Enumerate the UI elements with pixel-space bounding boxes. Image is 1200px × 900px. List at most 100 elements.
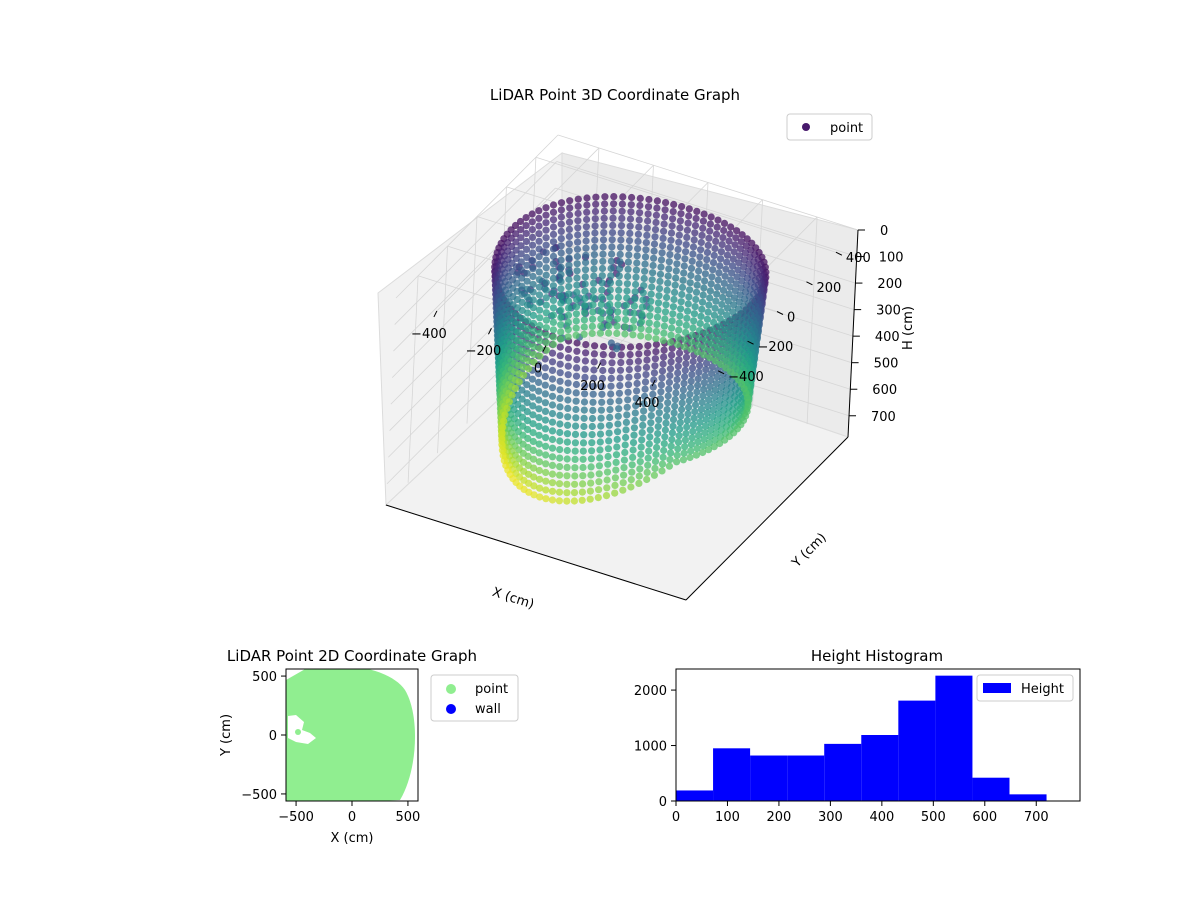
lidar-point bbox=[548, 392, 557, 400]
lidar-point bbox=[715, 329, 723, 337]
lidar-point bbox=[528, 226, 537, 234]
lidar-point bbox=[662, 419, 670, 427]
lidar-point bbox=[574, 224, 582, 232]
lidar-point bbox=[643, 231, 651, 239]
lidar-point bbox=[698, 298, 707, 306]
lidar-point bbox=[624, 258, 633, 266]
lidar-point bbox=[643, 468, 651, 476]
lidar-point bbox=[563, 489, 571, 497]
lidar-point bbox=[625, 244, 633, 252]
lidar-point bbox=[516, 217, 525, 226]
lidar-point bbox=[525, 365, 533, 373]
lidar-point bbox=[696, 418, 704, 426]
lidar-point bbox=[628, 461, 636, 469]
lidar-point bbox=[629, 324, 637, 332]
lidar-point bbox=[555, 497, 564, 505]
lidar-point bbox=[563, 455, 571, 463]
lidar-point bbox=[557, 220, 565, 228]
lidar-point bbox=[541, 407, 550, 415]
lidar-point bbox=[564, 371, 572, 379]
lidar-point bbox=[629, 453, 637, 461]
histogram-bar bbox=[713, 748, 751, 801]
lidar-point bbox=[549, 318, 558, 326]
lidar-point bbox=[678, 203, 686, 211]
lidar-point bbox=[736, 245, 745, 253]
lidar-point bbox=[549, 326, 558, 334]
z-axis-line bbox=[847, 229, 859, 438]
lidar-point bbox=[589, 286, 598, 295]
lidar-point bbox=[739, 270, 747, 278]
lidar-point bbox=[548, 375, 557, 383]
lidar-point bbox=[655, 285, 664, 293]
lidar-point bbox=[549, 340, 558, 349]
lidar-point bbox=[542, 495, 550, 503]
lidar-point bbox=[632, 266, 641, 274]
lidar-point bbox=[624, 388, 632, 396]
lidar-point bbox=[653, 443, 661, 452]
x-tick-mark-3d bbox=[597, 362, 601, 369]
lidar-point bbox=[565, 283, 573, 291]
lidar-point bbox=[573, 281, 581, 289]
lidar-point bbox=[529, 288, 537, 296]
lidar-point bbox=[627, 201, 635, 209]
lidar-point bbox=[688, 338, 696, 346]
lidar-point bbox=[659, 234, 667, 242]
lidar-point bbox=[714, 336, 722, 344]
lidar-point bbox=[523, 390, 531, 398]
z-tick-label-3d: 100 bbox=[879, 251, 904, 266]
lidar-point bbox=[701, 270, 710, 278]
lidar-point bbox=[631, 295, 639, 303]
lidar-point bbox=[615, 279, 623, 287]
lidar-point bbox=[732, 280, 740, 288]
lidar-point bbox=[564, 413, 572, 421]
lidar-point bbox=[740, 263, 748, 271]
lidar-point bbox=[612, 458, 620, 466]
lidar-point bbox=[587, 471, 595, 479]
lidar-point bbox=[688, 257, 696, 265]
lidar-point bbox=[557, 227, 565, 235]
lidar-point bbox=[563, 480, 571, 488]
lidar-point bbox=[652, 211, 661, 219]
lidar-point bbox=[711, 244, 719, 253]
lidar-point bbox=[536, 344, 544, 353]
lidar-point bbox=[627, 208, 635, 216]
lidar-point bbox=[734, 266, 742, 274]
lidar-point bbox=[648, 283, 656, 291]
lidar-point bbox=[693, 388, 701, 396]
lidar-point bbox=[730, 248, 738, 256]
lidar-point bbox=[678, 283, 687, 291]
lidar-point bbox=[600, 229, 608, 237]
lidar-point bbox=[707, 280, 715, 288]
y-tick-label-3d: −200 bbox=[758, 340, 794, 355]
lidar-point bbox=[542, 279, 550, 287]
lidar-point bbox=[594, 494, 602, 502]
lidar-point bbox=[634, 357, 643, 365]
lidar-point bbox=[695, 425, 703, 433]
lidar-point bbox=[701, 372, 709, 380]
lidar-point bbox=[630, 309, 638, 317]
lidar-point bbox=[565, 254, 573, 262]
lidar-point bbox=[614, 308, 622, 316]
lidar-point bbox=[686, 279, 694, 287]
lidar-point bbox=[564, 318, 573, 326]
lidar-point bbox=[659, 453, 667, 461]
lidar-point bbox=[523, 245, 531, 253]
lidar-point bbox=[536, 306, 544, 314]
lidar-point bbox=[529, 265, 537, 273]
lidar-point bbox=[595, 462, 604, 470]
lidar-point bbox=[626, 229, 634, 237]
lidar-point bbox=[649, 390, 657, 398]
lidar-point bbox=[654, 306, 662, 314]
lidar-point bbox=[661, 308, 670, 316]
lidar-point bbox=[721, 325, 729, 333]
lidar-point bbox=[647, 290, 655, 298]
lidar-point bbox=[512, 246, 520, 254]
lidar-point bbox=[542, 241, 550, 249]
lidar-point bbox=[696, 319, 704, 328]
lidar-point bbox=[541, 364, 549, 372]
lidar-point bbox=[529, 411, 537, 419]
lidar-point bbox=[598, 374, 607, 382]
lidar-point bbox=[646, 433, 654, 441]
lidar-point bbox=[582, 237, 590, 245]
lidar-point bbox=[710, 443, 718, 451]
